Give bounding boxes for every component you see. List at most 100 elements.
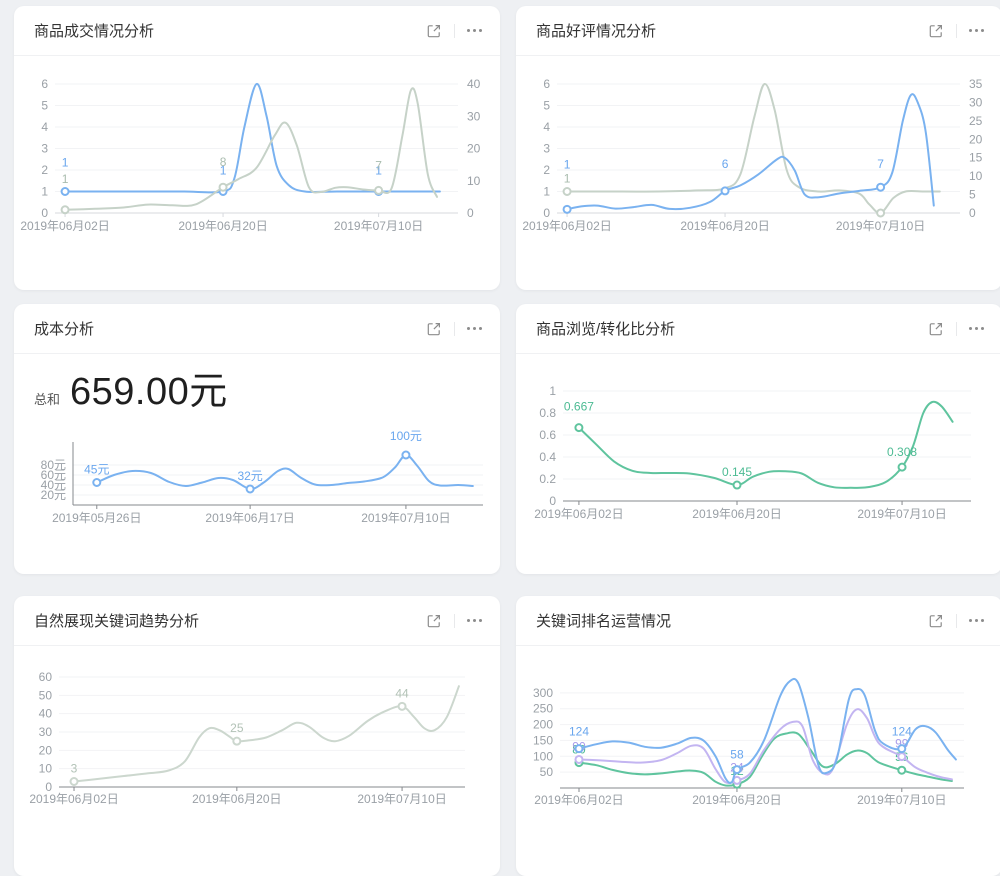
card-title: 关键词排名运营情况 xyxy=(536,613,672,630)
svg-text:10: 10 xyxy=(467,174,481,188)
svg-text:5: 5 xyxy=(969,188,976,202)
svg-text:0: 0 xyxy=(543,206,550,220)
more-menu-icon[interactable] xyxy=(969,25,984,36)
svg-text:30: 30 xyxy=(39,725,53,739)
svg-text:45元: 45元 xyxy=(84,463,109,477)
card-header: 关键词排名运营情况 xyxy=(516,596,1000,646)
svg-text:1: 1 xyxy=(549,384,556,398)
svg-text:3: 3 xyxy=(543,142,550,156)
svg-text:2019年06月02日: 2019年06月02日 xyxy=(534,507,623,521)
svg-text:7: 7 xyxy=(877,157,884,171)
card-title: 商品浏览/转化比分析 xyxy=(536,321,676,338)
svg-text:124: 124 xyxy=(892,725,912,739)
svg-text:32元: 32元 xyxy=(237,469,262,483)
card-header: 商品好评情况分析 xyxy=(516,6,1000,56)
svg-text:0: 0 xyxy=(467,206,474,220)
export-icon[interactable] xyxy=(426,321,442,337)
svg-text:2019年07月10日: 2019年07月10日 xyxy=(857,507,946,521)
card-keyword-trend: 自然展现关键词趋势分析 0 10 20 30 40 50 60 2019年06月02日 2019… xyxy=(14,596,500,876)
svg-text:20: 20 xyxy=(39,743,53,757)
svg-text:2019年06月02日: 2019年06月02日 xyxy=(534,793,623,807)
svg-text:2019年06月20日: 2019年06月20日 xyxy=(692,507,781,521)
svg-text:60元: 60元 xyxy=(41,468,66,482)
svg-text:2019年06月02日: 2019年06月02日 xyxy=(29,792,118,806)
svg-text:20: 20 xyxy=(467,142,481,156)
svg-text:1: 1 xyxy=(62,156,69,170)
svg-text:40元: 40元 xyxy=(41,478,66,492)
svg-text:2: 2 xyxy=(543,163,550,177)
svg-text:2019年07月10日: 2019年07月10日 xyxy=(361,511,450,525)
more-menu-icon[interactable] xyxy=(467,615,482,626)
svg-text:124: 124 xyxy=(569,725,589,739)
svg-text:0.667: 0.667 xyxy=(564,400,594,414)
export-icon[interactable] xyxy=(928,321,944,337)
divider xyxy=(956,23,957,38)
svg-text:4: 4 xyxy=(41,120,48,134)
svg-text:2019年07月10日: 2019年07月10日 xyxy=(357,792,446,806)
svg-text:1: 1 xyxy=(543,185,550,199)
svg-text:35: 35 xyxy=(969,77,983,91)
card-actions xyxy=(426,321,482,337)
svg-text:250: 250 xyxy=(533,702,553,716)
svg-text:40: 40 xyxy=(467,77,481,91)
svg-text:1: 1 xyxy=(41,185,48,199)
svg-text:25: 25 xyxy=(969,114,983,128)
svg-text:30: 30 xyxy=(969,95,983,109)
svg-text:2019年06月20日: 2019年06月20日 xyxy=(178,219,267,233)
more-menu-icon[interactable] xyxy=(969,615,984,626)
export-icon[interactable] xyxy=(928,23,944,39)
svg-text:58: 58 xyxy=(730,748,744,762)
svg-text:150: 150 xyxy=(533,733,553,747)
more-menu-icon[interactable] xyxy=(467,25,482,36)
svg-text:0.8: 0.8 xyxy=(539,406,556,420)
transactions-line-chart[interactable]: 0 1 2 3 4 5 6 0 10 20 30 40 2019年06月02日 2019年06月20日 20… xyxy=(14,56,500,290)
card-actions xyxy=(928,613,984,629)
svg-text:40: 40 xyxy=(39,707,53,721)
svg-text:60: 60 xyxy=(39,670,53,684)
divider xyxy=(454,613,455,628)
svg-text:0.4: 0.4 xyxy=(539,450,556,464)
keyword-trend-line-chart[interactable]: 0 10 20 30 40 50 60 2019年06月02日 2019年06月20日 2019年… xyxy=(14,656,500,876)
export-icon[interactable] xyxy=(426,23,442,39)
svg-text:0.308: 0.308 xyxy=(887,445,917,459)
card-review-analysis: 商品好评情况分析 0 1 2 3 4 5 6 0 5 10 15 20 25 30 35 2019年06月02… xyxy=(516,6,1000,290)
svg-text:20元: 20元 xyxy=(41,488,66,502)
svg-text:0: 0 xyxy=(45,780,52,794)
svg-text:3: 3 xyxy=(41,142,48,156)
more-menu-icon[interactable] xyxy=(467,323,482,334)
cost-summary: 总和 659.00元 xyxy=(34,360,228,415)
keyword-ranking-line-chart[interactable]: 50 100 150 200 250 300 2019年06月02日 2019年06月20日 2… xyxy=(516,656,1000,876)
svg-text:2019年06月20日: 2019年06月20日 xyxy=(192,792,281,806)
svg-text:2019年07月10日: 2019年07月10日 xyxy=(334,219,423,233)
card-title: 商品好评情况分析 xyxy=(536,23,657,40)
svg-text:2019年07月10日: 2019年07月10日 xyxy=(836,219,925,233)
conversion-line-chart[interactable]: 0 0.2 0.4 0.6 0.8 1 2019年06月02日 2019年06月20日 2019… xyxy=(516,364,1000,574)
svg-text:15: 15 xyxy=(969,151,983,165)
svg-text:2019年06月17日: 2019年06月17日 xyxy=(205,511,294,525)
svg-text:20: 20 xyxy=(969,132,983,146)
more-menu-icon[interactable] xyxy=(969,323,984,334)
card-header: 商品浏览/转化比分析 xyxy=(516,304,1000,354)
svg-text:4: 4 xyxy=(543,120,550,134)
svg-text:1: 1 xyxy=(220,164,227,178)
summary-value: 659.00元 xyxy=(70,371,228,413)
svg-text:80元: 80元 xyxy=(41,458,66,472)
svg-text:0.2: 0.2 xyxy=(539,472,556,486)
svg-text:50: 50 xyxy=(39,688,53,702)
card-conversion-analysis: 商品浏览/转化比分析 0 0.2 0.4 0.6 0.8 1 2019年06月02日 2019… xyxy=(516,304,1000,574)
card-deal-analysis: 商品成交情况分析 0 1 2 3 4 5 6 0 10 20 30 40 2019年06月02日 2019… xyxy=(14,6,500,290)
svg-text:50: 50 xyxy=(540,765,554,779)
export-icon[interactable] xyxy=(928,613,944,629)
svg-text:7: 7 xyxy=(375,158,382,172)
divider xyxy=(454,23,455,38)
svg-text:5: 5 xyxy=(543,99,550,113)
svg-text:3: 3 xyxy=(71,762,78,776)
export-icon[interactable] xyxy=(426,613,442,629)
svg-text:6: 6 xyxy=(722,157,729,171)
reviews-line-chart[interactable]: 0 1 2 3 4 5 6 0 5 10 15 20 25 30 35 2019年06月02日 2019年06月… xyxy=(516,56,1000,290)
svg-text:2019年06月02日: 2019年06月02日 xyxy=(20,219,109,233)
svg-text:10: 10 xyxy=(969,169,983,183)
svg-text:0.6: 0.6 xyxy=(539,428,556,442)
svg-text:0.145: 0.145 xyxy=(722,465,752,479)
cost-line-chart[interactable]: 20元 40元 60元 80元 2019年05月26日 2019年06月17日 2019年0… xyxy=(14,404,500,574)
